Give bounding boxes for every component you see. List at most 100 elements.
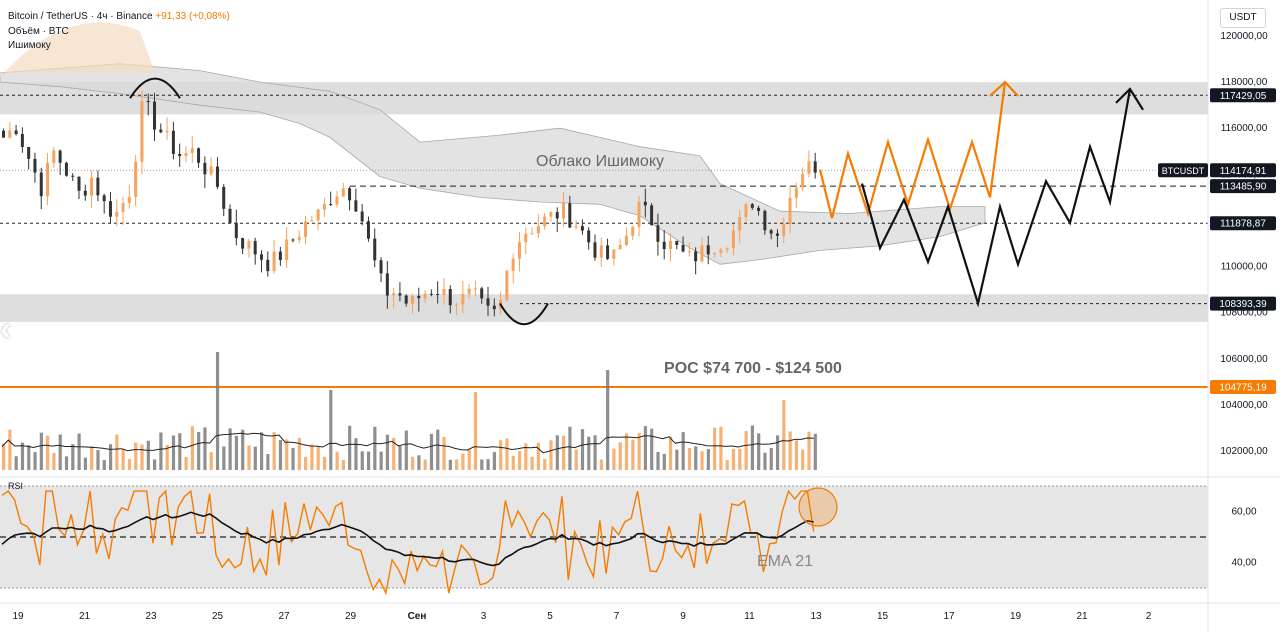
candle-body bbox=[524, 233, 528, 243]
volume-bar bbox=[763, 452, 767, 470]
volume-bar bbox=[505, 438, 509, 470]
x-tick-label: 23 bbox=[145, 611, 157, 622]
candle-body bbox=[675, 240, 679, 245]
volume-bar bbox=[580, 429, 585, 470]
volume-bar bbox=[517, 451, 522, 470]
volume-bar bbox=[769, 447, 773, 470]
candle-body bbox=[310, 220, 314, 222]
ichimoku-cloud bbox=[0, 63, 986, 265]
candle-body bbox=[650, 205, 654, 226]
volume-bar bbox=[310, 444, 314, 470]
candle-body bbox=[562, 203, 566, 219]
volume-bar bbox=[713, 427, 717, 470]
volume-bar bbox=[2, 443, 6, 470]
candle-body bbox=[574, 226, 578, 228]
volume-bar bbox=[241, 429, 245, 470]
volume-bar bbox=[568, 426, 572, 470]
candle-body bbox=[165, 130, 169, 133]
candle-body bbox=[259, 254, 263, 260]
x-tick-label: 7 bbox=[614, 611, 620, 622]
volume-bar bbox=[668, 436, 673, 470]
volume-bar bbox=[291, 447, 295, 470]
volume-bar bbox=[102, 459, 106, 470]
price-label-level-108393: 108393,39 bbox=[1219, 299, 1267, 310]
candle-body bbox=[121, 202, 125, 212]
volume-bar bbox=[165, 444, 169, 470]
price-change: +91,33 (+0,08%) bbox=[155, 11, 230, 22]
ichimoku-legend[interactable]: Ишимоку bbox=[8, 40, 51, 51]
candle-body bbox=[442, 288, 446, 295]
candle-body bbox=[33, 158, 37, 173]
interval[interactable]: 4ч bbox=[96, 11, 108, 22]
cloud-orange-part bbox=[0, 22, 155, 78]
volume-bar bbox=[801, 449, 805, 470]
price-tick-label: 106000,00 bbox=[1220, 354, 1268, 365]
volume-bar bbox=[788, 431, 792, 470]
candle-body bbox=[719, 249, 723, 253]
candle-body bbox=[209, 166, 213, 175]
currency-button[interactable]: USDT bbox=[1220, 8, 1266, 28]
price-label-box-level-111878 bbox=[1210, 216, 1276, 231]
candle-body bbox=[215, 166, 219, 187]
zone-1 bbox=[0, 294, 1208, 322]
candle-body bbox=[448, 288, 452, 306]
candle-body bbox=[612, 249, 616, 259]
candle-body bbox=[58, 150, 62, 163]
candle-body bbox=[14, 130, 18, 134]
scenario-orange-arrow bbox=[989, 80, 1019, 97]
candle-body bbox=[436, 294, 440, 296]
candle-body bbox=[102, 195, 106, 202]
volume-bar bbox=[486, 459, 490, 470]
candle-body bbox=[801, 173, 805, 188]
volume-bar bbox=[215, 352, 220, 470]
volume-bar bbox=[650, 428, 654, 470]
candle-body bbox=[631, 226, 635, 236]
volume-bar bbox=[706, 449, 710, 470]
price-tick-label: 104000,00 bbox=[1220, 400, 1268, 411]
volume-bar bbox=[442, 437, 446, 470]
candle-body bbox=[593, 242, 597, 258]
candle-body bbox=[750, 204, 754, 208]
candle-body bbox=[222, 186, 226, 209]
candle-body bbox=[77, 176, 81, 191]
candle-body bbox=[322, 204, 326, 210]
price-label-level-113485: 113485,90 bbox=[1220, 182, 1267, 193]
volume-bar bbox=[530, 456, 534, 470]
volume-bar bbox=[27, 445, 31, 470]
x-tick-label: 19 bbox=[1010, 611, 1022, 622]
candle-body bbox=[580, 226, 584, 231]
candle-body bbox=[411, 295, 414, 304]
volume-bar bbox=[807, 431, 811, 470]
candle-body bbox=[606, 245, 610, 259]
candle-body bbox=[360, 211, 364, 222]
volume-bar bbox=[455, 459, 459, 470]
volume-bar bbox=[159, 432, 163, 470]
price-tick-label: 120000,00 bbox=[1220, 31, 1268, 42]
volume-bar bbox=[366, 451, 371, 470]
volume-bar bbox=[492, 452, 496, 470]
volume-bar bbox=[448, 459, 452, 470]
candle-body bbox=[763, 210, 767, 231]
volume-bar bbox=[536, 442, 541, 470]
volume-bar bbox=[14, 456, 18, 470]
candle-body bbox=[304, 221, 308, 237]
volume-bar bbox=[631, 439, 635, 470]
rsi-legend[interactable]: RSI bbox=[8, 481, 24, 491]
volume-bar bbox=[329, 390, 333, 470]
volume-bar bbox=[222, 446, 226, 470]
volume-bar bbox=[411, 456, 415, 470]
symbol-name: Bitcoin / TetherUS bbox=[8, 11, 88, 22]
back-chevron-icon[interactable]: ‹ bbox=[0, 310, 12, 348]
price-label-box-level-113485 bbox=[1210, 179, 1276, 194]
candle-body bbox=[153, 101, 157, 130]
exchange: Binance bbox=[116, 11, 153, 22]
candle-body bbox=[618, 244, 622, 250]
volume-legend[interactable]: Объём · BTC bbox=[8, 26, 69, 37]
volume-bar bbox=[121, 448, 125, 470]
price-tick-label: 108000,00 bbox=[1220, 308, 1268, 319]
candle-body bbox=[247, 241, 251, 249]
candle-body bbox=[46, 162, 50, 197]
candle-body bbox=[731, 230, 735, 249]
